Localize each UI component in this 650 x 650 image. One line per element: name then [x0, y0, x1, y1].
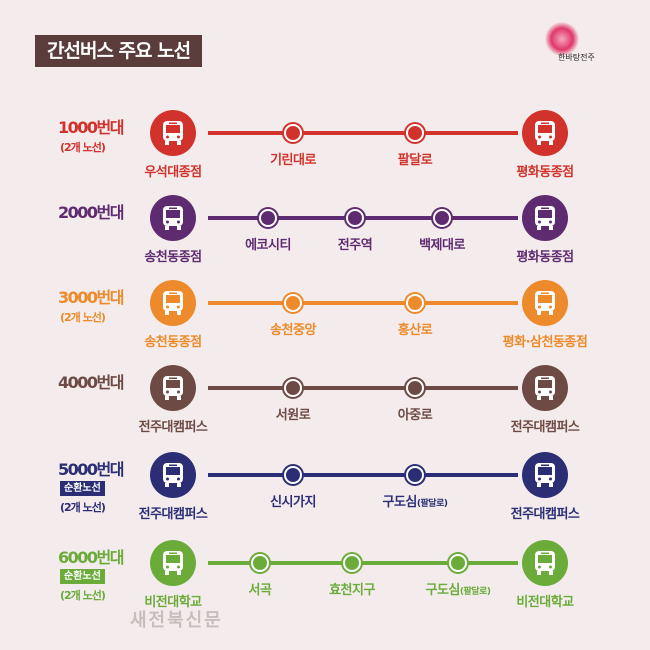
stop-marker	[433, 209, 451, 227]
stop-marker	[251, 554, 269, 572]
route-name: 2000번대	[58, 203, 124, 222]
bus-icon	[150, 280, 196, 326]
stop-label: 서곡	[249, 579, 272, 598]
stop-note: (팔달로)	[459, 587, 491, 597]
watermark: 새전북신문	[130, 610, 223, 631]
stop-name: 팔달로	[397, 153, 433, 168]
route-line	[208, 386, 518, 390]
stop-marker	[284, 294, 302, 312]
bus-icon	[522, 110, 568, 156]
bus-icon	[150, 452, 196, 498]
bus-icon	[522, 365, 568, 411]
jeonju-logo: 한바탕전주	[540, 22, 610, 82]
bus-icon	[522, 452, 568, 498]
start-terminal: 우석대종점	[144, 165, 202, 180]
bus-icon	[150, 365, 196, 411]
stop-name: 홍산로	[397, 323, 433, 338]
bus-icon	[150, 540, 196, 586]
logo-text: 한바탕전주	[558, 53, 595, 62]
bus-icon	[150, 110, 196, 156]
stop-label: 신시가지	[270, 491, 316, 510]
stop-label: 팔달로	[397, 149, 433, 168]
stop-name: 신시가지	[270, 495, 316, 510]
flower-icon	[545, 22, 579, 56]
route-count: (2개 노선)	[60, 589, 106, 602]
route-name: 4000번대	[58, 373, 124, 392]
stop-label: 아중로	[397, 404, 433, 423]
route-line	[208, 473, 518, 477]
stop-marker	[449, 554, 467, 572]
stop-marker	[406, 379, 424, 397]
end-terminal: 비전대학교	[516, 595, 574, 610]
stop-name: 전주역	[337, 238, 373, 253]
route-line	[208, 301, 518, 305]
stop-name: 에코시티	[245, 238, 291, 253]
route-row: 1000번대 (2개 노선) 우석대종점 평화동종점 기린대로 팔달로	[0, 110, 650, 213]
route-line	[208, 561, 518, 565]
stop-label: 효천지구	[329, 579, 375, 598]
stop-label: 구도심(팔달로)	[426, 579, 491, 598]
stop-marker	[284, 379, 302, 397]
route-name: 1000번대	[58, 118, 124, 137]
stop-label: 백제대로	[419, 234, 465, 253]
stop-label: 홍산로	[397, 319, 433, 338]
start-terminal: 송천동종점	[144, 335, 202, 350]
stop-marker	[259, 209, 277, 227]
stop-marker	[343, 554, 361, 572]
stop-name: 구도심	[425, 583, 461, 598]
stop-name: 효천지구	[329, 583, 375, 598]
route-row: 3000번대 (2개 노선) 송천동종점 평화·삼천동종점 송천중앙 홍산로	[0, 280, 650, 383]
start-terminal: 전주대캠퍼스	[138, 507, 208, 522]
stop-name: 아중로	[397, 408, 433, 423]
stop-marker	[406, 124, 424, 142]
route-count: (2개 노선)	[60, 501, 106, 514]
stop-label: 전주역	[337, 234, 373, 253]
start-terminal: 전주대캠퍼스	[138, 420, 208, 435]
end-terminal: 평화동종점	[516, 165, 574, 180]
stop-label: 구도심(팔달로)	[383, 491, 448, 510]
stop-label: 송천중앙	[270, 319, 316, 338]
end-terminal: 전주대캠퍼스	[510, 507, 580, 522]
stop-name: 서원로	[275, 408, 311, 423]
bus-icon	[522, 280, 568, 326]
route-name: 3000번대	[58, 288, 124, 307]
bus-icon	[150, 195, 196, 241]
page-title: 간선버스 주요 노선	[35, 35, 203, 67]
stop-label: 에코시티	[245, 234, 291, 253]
route-count: (2개 노선)	[60, 311, 106, 324]
start-terminal: 송천동종점	[144, 250, 202, 265]
bus-icon	[522, 195, 568, 241]
route-name: 6000번대	[58, 548, 124, 567]
stop-label: 서원로	[275, 404, 311, 423]
stop-note: (팔달로)	[416, 499, 448, 509]
stop-marker	[406, 294, 424, 312]
loop-route-badge: 순환노선	[60, 481, 105, 496]
end-terminal: 평화·삼천동종점	[502, 335, 588, 350]
stop-label: 기린대로	[270, 149, 316, 168]
route-line	[208, 131, 518, 135]
end-terminal: 전주대캠퍼스	[510, 420, 580, 435]
stop-name: 구도심	[382, 495, 418, 510]
bus-icon	[522, 540, 568, 586]
loop-route-badge: 순환노선	[60, 569, 105, 584]
stop-marker	[406, 466, 424, 484]
stop-name: 백제대로	[419, 238, 465, 253]
stop-marker	[346, 209, 364, 227]
route-count: (2개 노선)	[60, 141, 106, 154]
stop-marker	[284, 466, 302, 484]
stop-name: 서곡	[248, 583, 272, 598]
stop-name: 기린대로	[270, 153, 316, 168]
stop-marker	[284, 124, 302, 142]
stop-name: 송천중앙	[270, 323, 316, 338]
route-name: 5000번대	[58, 460, 124, 479]
end-terminal: 평화동종점	[516, 250, 574, 265]
start-terminal: 비전대학교	[144, 595, 202, 610]
